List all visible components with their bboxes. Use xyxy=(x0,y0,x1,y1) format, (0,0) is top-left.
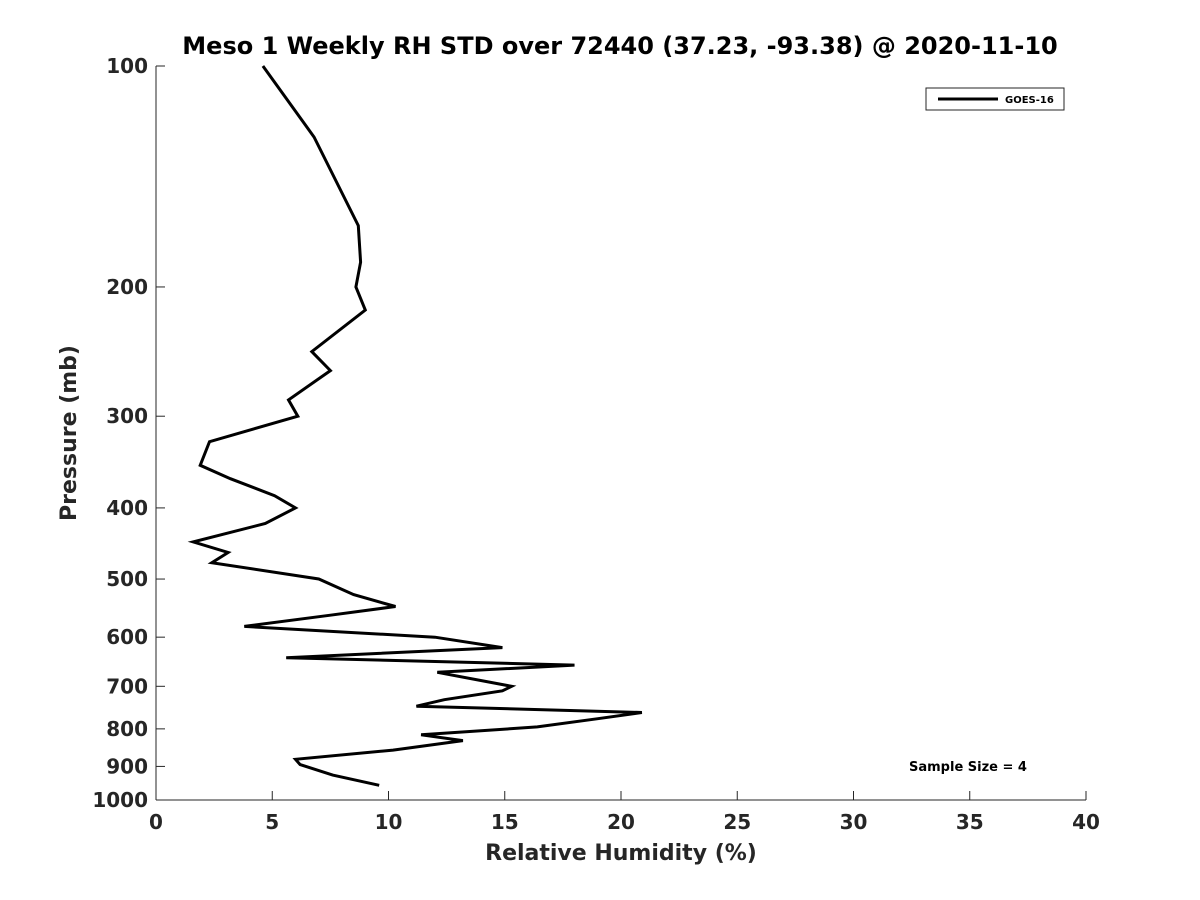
y-tick-label: 700 xyxy=(106,674,148,698)
y-tick-label: 300 xyxy=(106,404,148,428)
y-tick-label: 400 xyxy=(106,496,148,520)
x-tick-label: 5 xyxy=(265,810,279,834)
x-tick-label: 30 xyxy=(840,810,868,834)
y-tick-label: 800 xyxy=(106,717,148,741)
x-axis-ticks: 0 5 10 15 20 25 30 35 40 xyxy=(149,791,1100,834)
x-axis-label: Relative Humidity (%) xyxy=(485,841,757,866)
y-tick-label: 1000 xyxy=(92,788,148,812)
y-tick-label: 600 xyxy=(106,625,148,649)
legend: GOES-16 xyxy=(925,87,1065,111)
x-tick-label: 0 xyxy=(149,810,163,834)
sample-size-annotation: Sample Size = 4 xyxy=(909,760,1027,775)
legend-label-goes16: GOES-16 xyxy=(1005,95,1054,106)
y-tick-label: 900 xyxy=(106,754,148,778)
x-tick-label: 40 xyxy=(1072,810,1100,834)
plot-area xyxy=(156,66,1086,800)
series-group xyxy=(187,65,643,787)
y-tick-label: 100 xyxy=(106,54,148,78)
x-tick-label: 35 xyxy=(956,810,984,834)
y-axis-label: Pressure (mb) xyxy=(57,345,82,521)
x-tick-label: 20 xyxy=(607,810,635,834)
x-tick-label: 25 xyxy=(723,810,751,834)
chart-title: Meso 1 Weekly RH STD over 72440 (37.23, … xyxy=(182,32,1057,60)
y-tick-label: 500 xyxy=(106,567,148,591)
x-tick-label: 15 xyxy=(491,810,519,834)
x-tick-label: 10 xyxy=(375,810,403,834)
y-axis-ticks: 100 200 300 400 500 600 700 800 900 1000 xyxy=(92,54,165,812)
series-line-goes-16 xyxy=(187,65,643,787)
y-tick-label: 200 xyxy=(106,275,148,299)
